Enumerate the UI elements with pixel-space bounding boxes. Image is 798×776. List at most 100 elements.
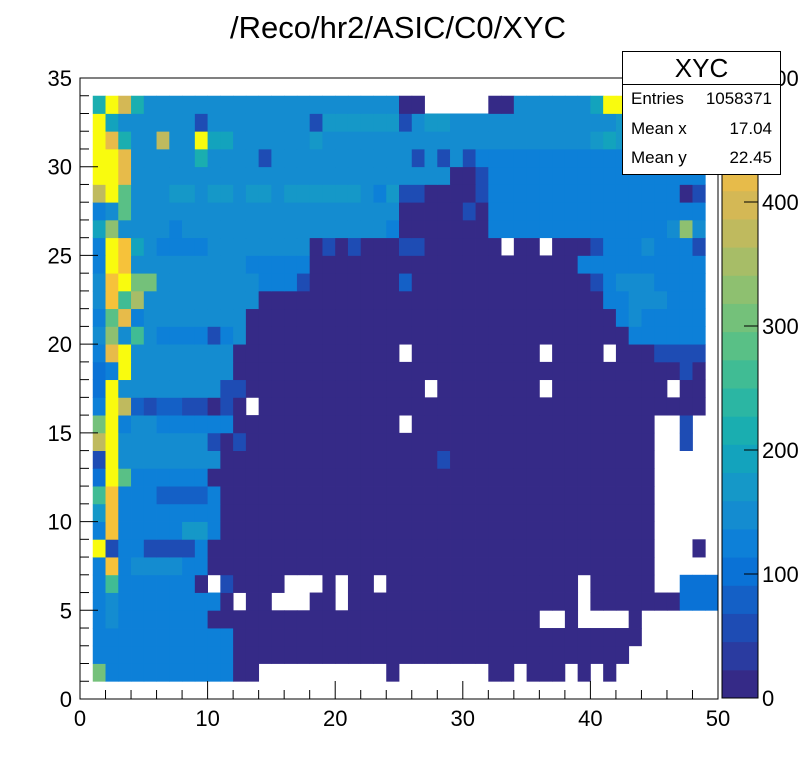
heatmap-cell [590, 486, 604, 505]
heatmap-cell [526, 663, 540, 682]
heatmap-cell [654, 361, 668, 381]
heatmap-cell [284, 95, 298, 114]
heatmap-cell [360, 379, 374, 398]
heatmap-cell [603, 450, 617, 469]
heatmap-cell [603, 184, 617, 203]
heatmap-cell [360, 539, 374, 558]
heatmap-cell [143, 95, 157, 114]
heatmap-cell [131, 450, 145, 469]
heatmap-cell [641, 202, 655, 221]
heatmap-cell [245, 450, 260, 469]
heatmap-cell [156, 219, 170, 239]
heatmap-cell [335, 237, 349, 256]
heatmap-cell [513, 397, 527, 416]
heatmap-cell [615, 344, 630, 363]
heatmap-cell [194, 184, 208, 203]
x-tick-label: 40 [578, 706, 602, 731]
heatmap-cell [386, 255, 400, 274]
heatmap-cell [373, 592, 387, 611]
heatmap-cell [615, 326, 630, 345]
heatmap-cell [526, 592, 540, 611]
heatmap-cell [92, 308, 106, 327]
heatmap-cell [386, 628, 400, 647]
heatmap-cell [424, 574, 438, 593]
heatmap-cell [488, 557, 502, 576]
x-tick-label: 50 [706, 706, 730, 731]
heatmap-cell [182, 574, 196, 593]
heatmap-cell [92, 503, 106, 522]
heatmap-cell [577, 273, 591, 292]
heatmap-cell [603, 557, 617, 576]
heatmap-cell [462, 148, 476, 168]
heatmap-cell [373, 184, 387, 203]
palette-tick-label: 0 [762, 686, 774, 711]
heatmap-cell [450, 219, 464, 239]
heatmap-cell [603, 645, 617, 664]
heatmap-cell [335, 290, 349, 310]
heatmap-cell [156, 166, 170, 185]
heatmap-cell [501, 574, 515, 593]
heatmap-cell [590, 219, 604, 239]
heatmap-cell [156, 255, 170, 274]
x-tick-label: 30 [451, 706, 475, 731]
heatmap-cell [628, 379, 642, 398]
heatmap-cell [450, 255, 464, 274]
heatmap-cell [131, 344, 145, 363]
heatmap-cell [220, 344, 234, 363]
heatmap-cell [169, 379, 183, 398]
heatmap-cell [590, 344, 604, 363]
heatmap-cell [692, 202, 706, 221]
heatmap-cell [284, 202, 298, 221]
stats-meanx-label: Mean x [631, 119, 687, 138]
heatmap-cell [424, 255, 438, 274]
heatmap-cell [577, 503, 591, 522]
heatmap-cell [462, 273, 476, 292]
heatmap-cell [603, 237, 617, 256]
heatmap-cell [526, 486, 540, 505]
heatmap-cell [143, 432, 157, 451]
heatmap-cell [233, 486, 247, 505]
heatmap-cell [539, 592, 553, 611]
heatmap-cell [692, 184, 706, 203]
heatmap-cell [309, 468, 323, 487]
heatmap-cell [169, 308, 183, 327]
heatmap-cell [169, 450, 183, 469]
heatmap-cell [194, 255, 208, 274]
heatmap-cell [118, 237, 132, 256]
heatmap-cell [105, 574, 119, 593]
heatmap-cell [552, 592, 566, 611]
heatmap-cell [386, 184, 400, 203]
heatmap-cell [182, 237, 196, 256]
heatmap-cell [220, 539, 234, 558]
heatmap-cell [679, 326, 693, 345]
heatmap-cell [156, 539, 170, 558]
heatmap-cell [182, 521, 196, 540]
heatmap-cell [552, 361, 566, 381]
heatmap-cell [513, 486, 527, 505]
heatmap-cell [182, 184, 196, 203]
heatmap-cell [373, 308, 387, 327]
heatmap-cell [552, 503, 566, 522]
heatmap-cell [194, 663, 208, 682]
heatmap-cell [169, 557, 183, 576]
heatmap-cell [143, 574, 157, 593]
heatmap-cell [258, 113, 272, 132]
heatmap-cell [105, 645, 119, 664]
heatmap-cell [92, 521, 106, 540]
heatmap-cell [360, 574, 374, 593]
heatmap-cell [424, 628, 438, 647]
heatmap-cell [284, 255, 298, 274]
heatmap-cell [666, 273, 681, 292]
heatmap-cell [194, 610, 208, 629]
heatmap-cell [92, 628, 106, 647]
heatmap-cell [169, 574, 183, 593]
heatmap-cell [437, 202, 451, 221]
heatmap-cell [488, 290, 502, 310]
heatmap-cell [590, 237, 604, 256]
heatmap-cell [526, 539, 540, 558]
heatmap-cell [692, 361, 706, 381]
heatmap-cell [564, 628, 579, 647]
heatmap-cell [322, 344, 336, 363]
heatmap-cell [628, 273, 642, 292]
heatmap-cell [450, 415, 464, 434]
